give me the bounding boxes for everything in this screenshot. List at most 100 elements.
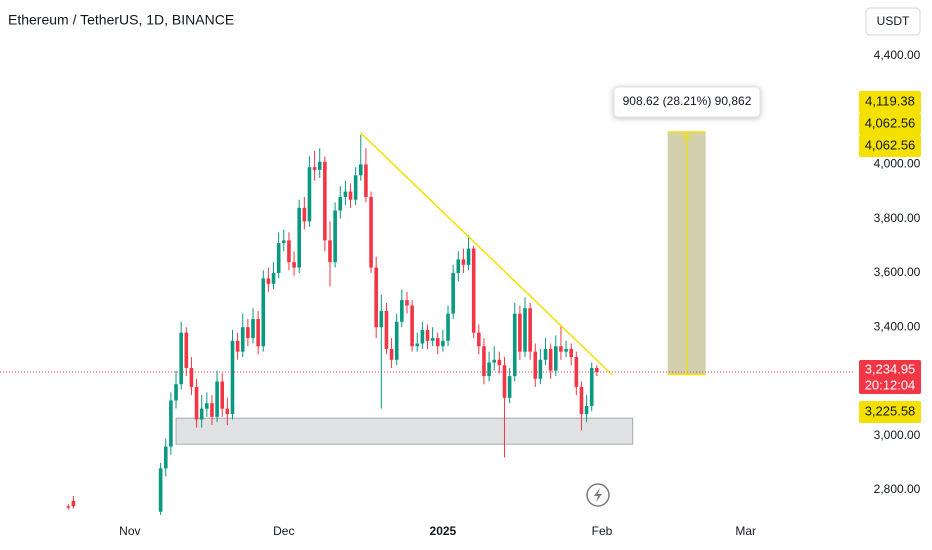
candle-body <box>425 329 430 341</box>
chart-title: Ethereum / TetherUS, 1D, BINANCE <box>8 12 234 28</box>
candle-body <box>230 340 235 415</box>
candle-body <box>266 278 271 284</box>
candle-body <box>174 384 178 401</box>
candle-body <box>220 381 225 409</box>
measure-top-label: 4,119.38 <box>865 93 915 108</box>
y-tick-label: 3,400.00 <box>874 319 921 333</box>
candle-body <box>518 313 522 352</box>
candle-body <box>554 346 558 371</box>
measure-bottom-label-bg <box>859 401 921 423</box>
candle-body <box>569 348 573 358</box>
candle-body <box>358 164 363 176</box>
candle-body <box>374 267 378 328</box>
candle-body <box>261 278 266 347</box>
candle-body <box>199 408 204 420</box>
candle-body <box>179 332 183 385</box>
candle-body <box>169 400 173 447</box>
candle-body <box>338 196 343 211</box>
measure-top-label-bg <box>859 91 921 113</box>
candle-body <box>205 403 209 409</box>
candle-body <box>394 321 399 360</box>
trendline <box>360 132 613 376</box>
candle-body <box>564 348 568 352</box>
y-tick-label: 3,800.00 <box>874 211 921 225</box>
candle-body <box>466 248 471 265</box>
candle-body <box>435 338 440 347</box>
candle-body <box>189 367 194 387</box>
currency-button[interactable] <box>865 7 921 36</box>
candle-body <box>456 259 461 273</box>
candle-body <box>420 329 425 344</box>
candle-body <box>246 327 250 339</box>
candle-body <box>446 313 450 341</box>
candle-body <box>379 310 384 328</box>
measure-extra-label-2-bg <box>859 135 921 157</box>
candle-body <box>430 338 435 341</box>
x-tick-label: 2025 <box>430 524 457 538</box>
candle-body <box>415 343 420 347</box>
x-tick-label: Nov <box>119 524 140 538</box>
candle-body <box>256 319 260 347</box>
measure-extra-label-bg <box>859 113 921 135</box>
countdown: 20:12:04 <box>865 377 916 392</box>
candle-body <box>343 191 348 197</box>
candle-body <box>158 468 163 512</box>
candle-body <box>323 161 327 241</box>
candle-body <box>302 207 307 222</box>
candle-body <box>292 262 296 268</box>
y-tick-label: 4,000.00 <box>874 157 921 171</box>
candle-body <box>410 305 414 347</box>
candle-body <box>533 351 538 379</box>
candle-body <box>477 332 481 347</box>
candle-body <box>328 240 332 263</box>
candle-body <box>225 408 230 415</box>
candle-body <box>523 308 527 352</box>
support-zone <box>175 417 634 445</box>
candle-body <box>287 240 291 263</box>
candle-body <box>348 191 353 200</box>
candle-body <box>497 359 502 366</box>
measure-arrowhead <box>681 133 693 141</box>
y-tick-label: 3,000.00 <box>874 428 921 442</box>
candle-body <box>251 319 255 339</box>
candle-body <box>543 348 548 360</box>
candle-body <box>194 386 199 420</box>
y-tick-label: 2,800.00 <box>874 482 921 496</box>
candle-body <box>538 359 543 379</box>
lightning-icon[interactable] <box>586 483 610 507</box>
candle-body <box>184 332 189 368</box>
candle-body <box>579 386 584 415</box>
candle-body <box>389 348 394 360</box>
candle-body <box>235 340 240 352</box>
candle-body <box>307 167 312 222</box>
candle-body <box>297 207 301 268</box>
candle-body <box>369 196 373 268</box>
candle-body <box>384 310 389 349</box>
candle-body <box>215 381 219 417</box>
candle-body <box>487 362 491 377</box>
candle-body <box>482 346 486 377</box>
candle-body <box>502 365 507 398</box>
candle-body <box>512 313 517 377</box>
candle-body <box>353 175 358 200</box>
candle-body <box>528 308 532 352</box>
candle-body <box>400 300 404 322</box>
candle-body <box>240 327 245 352</box>
y-tick-label: 4,400.00 <box>874 48 921 62</box>
y-tick-label: 3,600.00 <box>874 265 921 279</box>
x-tick-label: Mar <box>735 524 756 538</box>
candle-body <box>312 167 317 170</box>
candle-body <box>451 272 455 314</box>
candle-body <box>461 259 466 265</box>
icon-bolt <box>594 488 602 502</box>
candle-body <box>589 367 594 406</box>
plot-area <box>0 131 855 515</box>
candle-body <box>317 161 322 170</box>
candle-body <box>595 367 599 373</box>
candle-body <box>507 376 512 398</box>
measure-extra-label: 4,062.56 <box>865 115 916 130</box>
measure-bottom-label: 3,225.58 <box>865 403 916 418</box>
x-tick-label: Feb <box>592 524 613 538</box>
